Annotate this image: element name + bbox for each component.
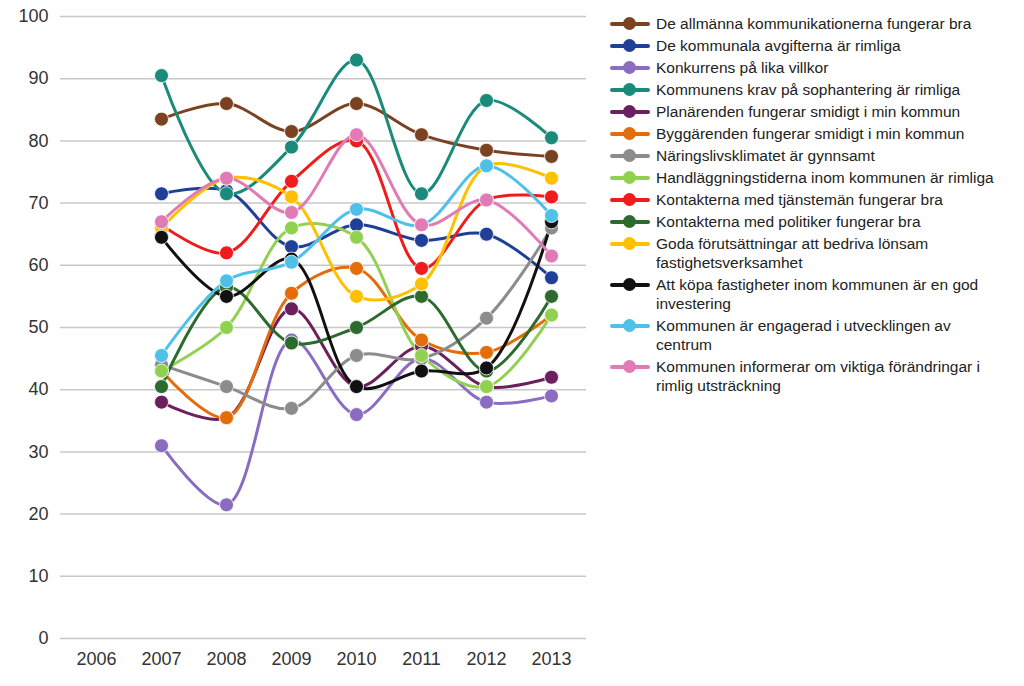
html-text:Kommunens krav på sophantering: Kommunens krav på sophantering är rimlig… bbox=[656, 81, 961, 98]
html-text:De allmänna kommunikationerna: De allmänna kommunikationerna fungerar b… bbox=[656, 15, 972, 32]
svg-text:20: 20 bbox=[28, 504, 48, 524]
svg-text:60: 60 bbox=[28, 255, 48, 275]
svg-text:2011: 2011 bbox=[402, 649, 441, 669]
html-text:Planärenden fungerar smidigt i: Planärenden fungerar smidigt i min kommu… bbox=[656, 103, 961, 120]
html-text:Näringslivsklimatet är gynnsam: Näringslivsklimatet är gynnsamt bbox=[656, 147, 875, 164]
svg-text:2008: 2008 bbox=[206, 649, 246, 669]
html-text:Att köpa fastigheter inom komm: Att köpa fastigheter inom kommunen är en… bbox=[656, 276, 979, 312]
svg-text:2012: 2012 bbox=[466, 649, 506, 669]
html-text:Kontakterna med tjänstemän fun: Kontakterna med tjänstemän fungerar bra bbox=[656, 191, 943, 208]
html-text:Byggärenden fungerar smidigt i: Byggärenden fungerar smidigt i min kommu… bbox=[656, 125, 965, 142]
svg-text:80: 80 bbox=[28, 131, 48, 151]
svg-text:2007: 2007 bbox=[141, 649, 181, 669]
svg-text:2006: 2006 bbox=[76, 649, 116, 669]
svg-text:0: 0 bbox=[38, 628, 48, 648]
html-text:Konkurrens på lika villkor: Konkurrens på lika villkor bbox=[656, 59, 829, 76]
svg-text:10: 10 bbox=[28, 566, 48, 586]
svg-text:2009: 2009 bbox=[271, 649, 311, 669]
html-text:Kommunen är engagerad i utveck: Kommunen är engagerad i utvecklingen av … bbox=[656, 317, 951, 353]
svg-text:90: 90 bbox=[28, 68, 48, 88]
html-text:Kommunen informerar om viktiga: Kommunen informerar om viktiga förändrin… bbox=[656, 358, 980, 394]
svg-text:40: 40 bbox=[28, 379, 48, 399]
html-text:Handläggningstiderna inom komm: Handläggningstiderna inom kommunen är ri… bbox=[656, 169, 994, 186]
svg-text:2010: 2010 bbox=[336, 649, 376, 669]
svg-text:100: 100 bbox=[18, 6, 48, 26]
svg-text:2013: 2013 bbox=[531, 649, 571, 669]
html-text:Kontakterna med politiker fung: Kontakterna med politiker fungerar bra bbox=[656, 213, 921, 230]
svg-text:50: 50 bbox=[28, 317, 48, 337]
svg-text:30: 30 bbox=[28, 442, 48, 462]
html-text:Goda förutsättningar att bedri: Goda förutsättningar att bedriva lönsam … bbox=[656, 235, 929, 271]
svg-text:70: 70 bbox=[28, 193, 48, 213]
html-text:De kommunala avgifterna är rim: De kommunala avgifterna är rimliga bbox=[656, 37, 901, 54]
